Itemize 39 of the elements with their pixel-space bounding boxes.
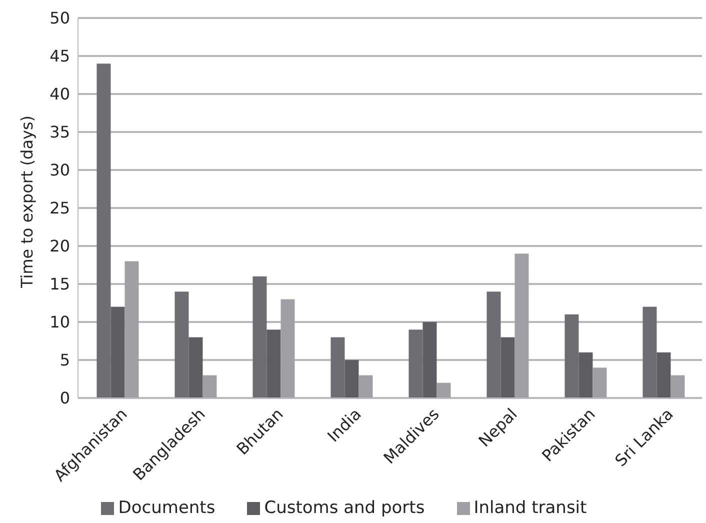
bar [656, 352, 671, 398]
legend-label: Documents [118, 498, 216, 518]
bar [642, 306, 657, 398]
bar [578, 352, 593, 398]
legend-label: Inland transit [474, 498, 587, 518]
y-tick-label: 10 [50, 312, 70, 332]
y-tick-label: 25 [50, 198, 70, 218]
bar [592, 368, 607, 398]
y-tick-label: 35 [50, 122, 70, 142]
bar [280, 299, 295, 398]
y-tick-label: 50 [50, 8, 70, 28]
y-tick-label: 15 [50, 274, 70, 294]
bar [202, 375, 217, 398]
y-tick-label: 5 [60, 350, 70, 370]
bar [96, 64, 111, 398]
y-tick-label: 0 [60, 388, 70, 408]
bar [486, 292, 501, 398]
y-tick-label: 45 [50, 46, 70, 66]
y-tick-label: 40 [50, 84, 70, 104]
bar [344, 360, 359, 398]
y-tick-label: 20 [50, 236, 70, 256]
bar [500, 337, 515, 398]
bar [358, 375, 373, 398]
bar [266, 330, 281, 398]
bar [252, 276, 267, 398]
bar [330, 337, 345, 398]
bar [124, 261, 139, 398]
bar [564, 314, 579, 398]
bar [670, 375, 685, 398]
y-tick-label: 30 [50, 160, 70, 180]
bar [514, 254, 529, 398]
bar [422, 322, 437, 398]
bar [110, 306, 125, 398]
y-axis-title: Time to export (days) [18, 115, 37, 289]
bar [436, 382, 451, 398]
bar [174, 292, 189, 398]
bar [188, 337, 203, 398]
legend-label: Customs and ports [264, 498, 425, 518]
bar [408, 330, 423, 398]
